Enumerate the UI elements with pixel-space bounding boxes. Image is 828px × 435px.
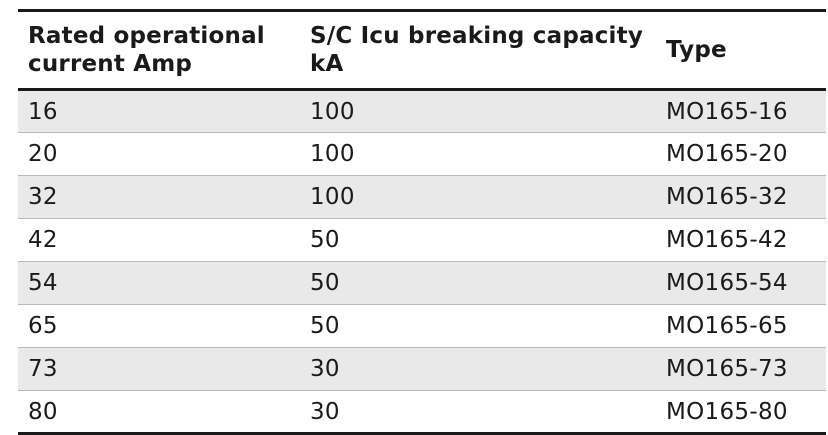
cell-type: MO165-73: [666, 356, 788, 382]
cell-capacity: 100: [310, 141, 355, 167]
table-row: 42 50 MO165-42: [18, 219, 826, 262]
table-row: 32 100 MO165-32: [18, 175, 826, 219]
cell-type: MO165-80: [666, 398, 788, 425]
cell-current: 32: [28, 184, 58, 210]
cell-current: 65: [28, 313, 58, 339]
cell-capacity: 50: [310, 270, 340, 296]
cell-current: 20: [28, 141, 58, 167]
cell-current: 73: [28, 356, 58, 382]
spec-table-container: Rated operational current Amp S/C Icu br…: [18, 9, 826, 435]
cell-capacity: 100: [310, 184, 355, 210]
cell-type: MO165-65: [666, 313, 788, 339]
cell-current: 16: [28, 98, 58, 125]
table-row: 73 30 MO165-73: [18, 347, 826, 391]
cell-capacity: 50: [310, 313, 340, 339]
cell-capacity: 50: [310, 227, 340, 253]
spec-table: Rated operational current Amp S/C Icu br…: [18, 9, 826, 435]
cell-current: 80: [28, 398, 58, 425]
cell-type: MO165-20: [666, 141, 788, 167]
cell-capacity: 100: [310, 98, 355, 125]
table-row: 20 100 MO165-20: [18, 133, 826, 176]
header-type: Type: [666, 37, 727, 63]
cell-type: MO165-42: [666, 227, 788, 253]
table-body: 16 100 MO165-16 20 100 MO165-20 32 100 M…: [18, 89, 826, 434]
table-row: 80 30 MO165-80: [18, 391, 826, 434]
cell-current: 54: [28, 270, 58, 296]
cell-capacity: 30: [310, 356, 340, 382]
table-header: Rated operational current Amp S/C Icu br…: [18, 10, 826, 90]
cell-capacity: 30: [310, 398, 340, 425]
table-row: 54 50 MO165-54: [18, 261, 826, 305]
cell-type: MO165-32: [666, 184, 788, 210]
header-row: Rated operational current Amp S/C Icu br…: [18, 10, 826, 90]
cell-type: MO165-54: [666, 270, 788, 296]
cell-type: MO165-16: [666, 98, 788, 125]
cell-current: 42: [28, 227, 58, 253]
table-row: 65 50 MO165-65: [18, 305, 826, 348]
header-rated-current: Rated operational current Amp: [28, 23, 265, 77]
table-row: 16 100 MO165-16: [18, 89, 826, 133]
header-breaking-capacity: S/C Icu breaking capacity kA: [310, 23, 644, 77]
